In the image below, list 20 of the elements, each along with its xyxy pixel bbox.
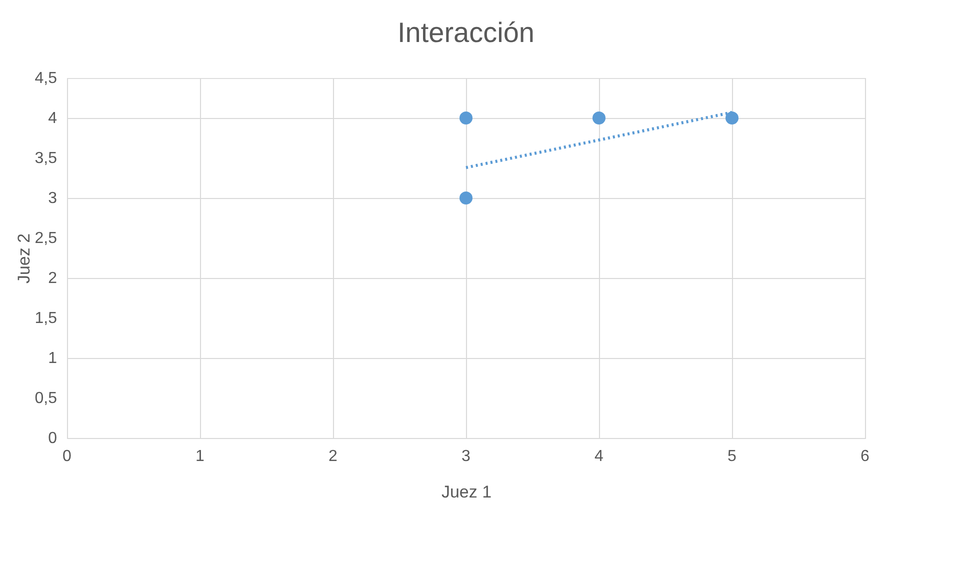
y-tick-label: 1 xyxy=(48,350,58,367)
y-tick-label: 4,5 xyxy=(34,70,58,87)
y-tick-label: 0 xyxy=(48,430,58,447)
y-axis-title: Juez 2 xyxy=(14,233,34,284)
y-tick-label: 2,5 xyxy=(34,230,58,247)
y-tick-label: 2 xyxy=(48,270,58,287)
x-tick-label: 6 xyxy=(860,448,870,465)
x-tick-label: 0 xyxy=(62,448,72,465)
x-tick-label: 3 xyxy=(462,448,471,465)
y-tick-label: 4 xyxy=(48,110,58,127)
y-tick-label: 3 xyxy=(48,190,58,207)
chart-title: Interacción xyxy=(398,17,534,48)
x-axis-title: Juez 1 xyxy=(441,482,492,502)
x-tick-label: 2 xyxy=(328,448,338,465)
y-tick-label: 3,5 xyxy=(34,150,58,167)
x-tick-label: 1 xyxy=(196,448,205,465)
y-tick-label: 0,5 xyxy=(34,390,58,407)
x-tick-label: 4 xyxy=(594,448,604,465)
y-tick-label: 1,5 xyxy=(34,310,58,327)
x-tick-label: 5 xyxy=(728,448,737,465)
